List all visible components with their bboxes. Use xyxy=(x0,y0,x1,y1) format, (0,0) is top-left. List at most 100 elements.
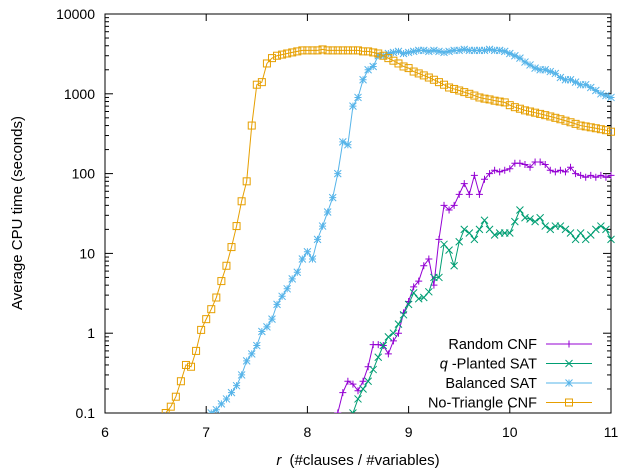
point-plus xyxy=(506,165,514,173)
point-star xyxy=(445,47,453,56)
point-square xyxy=(480,94,489,103)
point-star xyxy=(283,284,292,293)
y-tick-label: 0.1 xyxy=(76,405,96,421)
point-cross xyxy=(374,353,383,362)
point-star xyxy=(475,46,484,55)
point-plus xyxy=(420,262,428,270)
legend-label-name: Balanced SAT xyxy=(445,376,537,392)
point-plus xyxy=(435,235,443,243)
point-square xyxy=(465,89,474,98)
point-star xyxy=(586,83,595,92)
point-star xyxy=(227,388,236,397)
point-plus xyxy=(344,377,352,385)
legend-label: q -Planted SAT xyxy=(440,357,537,373)
point-square xyxy=(520,106,529,115)
point-star xyxy=(571,78,580,86)
legend-label-name: No-Triangle CNF xyxy=(428,396,537,412)
x-axis-label: r (#clauses / #variables) xyxy=(276,452,439,469)
point-star xyxy=(566,75,575,84)
point-star xyxy=(349,102,357,111)
point-plus xyxy=(440,201,448,209)
point-square xyxy=(607,127,615,136)
point-star xyxy=(455,46,464,55)
point-star xyxy=(399,49,408,58)
point-square xyxy=(197,325,206,334)
point-cross xyxy=(521,213,529,222)
point-cross xyxy=(435,273,443,282)
point-square xyxy=(267,54,276,63)
point-star xyxy=(252,341,261,350)
point-star xyxy=(273,300,281,309)
point-square xyxy=(354,46,362,55)
point-star xyxy=(354,93,362,102)
point-star xyxy=(409,47,418,56)
point-star xyxy=(414,46,423,55)
point-square xyxy=(217,277,226,286)
point-cross xyxy=(455,237,464,246)
point-square xyxy=(596,125,605,134)
series-line xyxy=(165,48,612,413)
y-tick-label: 10 xyxy=(79,245,95,261)
point-star xyxy=(333,169,342,178)
point-square xyxy=(470,91,479,100)
point-square xyxy=(343,46,352,55)
point-star xyxy=(591,86,600,95)
point-cross xyxy=(409,289,418,297)
point-plus xyxy=(486,170,494,178)
point-plus xyxy=(561,168,569,176)
point-plus xyxy=(425,255,433,263)
point-star xyxy=(374,51,383,60)
point-square xyxy=(348,46,357,55)
point-square xyxy=(591,124,600,133)
point-star xyxy=(450,46,458,55)
point-star xyxy=(561,75,570,84)
point-star xyxy=(480,46,489,55)
point-square xyxy=(460,88,469,97)
point-star xyxy=(394,47,403,56)
x-axis-label-variable: r xyxy=(276,452,282,469)
legend-label-name: Random CNF xyxy=(448,337,537,353)
point-star xyxy=(389,48,398,57)
point-plus xyxy=(394,329,402,337)
point-star xyxy=(581,80,590,89)
legend-item: Balanced SAT xyxy=(445,376,592,392)
x-tick-label: 6 xyxy=(101,424,109,440)
point-star xyxy=(293,268,302,277)
point-plus xyxy=(587,171,595,179)
point-square xyxy=(576,121,585,130)
point-square xyxy=(278,50,287,59)
point-star xyxy=(435,47,443,56)
point-square xyxy=(505,101,514,110)
point-square xyxy=(475,93,484,102)
point-square xyxy=(429,75,438,84)
point-cross xyxy=(565,359,573,368)
point-cross xyxy=(440,240,448,249)
point-square xyxy=(308,46,317,55)
point-plus xyxy=(526,163,534,171)
point-star xyxy=(359,75,367,84)
point-star xyxy=(384,49,393,58)
point-square xyxy=(181,360,190,369)
point-plus xyxy=(410,283,418,291)
point-plus xyxy=(349,380,357,388)
point-square xyxy=(374,49,383,58)
point-star xyxy=(268,315,276,324)
point-cross xyxy=(460,225,469,234)
point-cross xyxy=(424,287,433,296)
point-square xyxy=(485,95,494,104)
axis-tick-labels: 6 7 8 9 10 11 0.1 1 10 100 1000 10000 xyxy=(56,6,618,440)
point-plus xyxy=(354,387,362,395)
point-cross xyxy=(349,409,357,413)
point-star xyxy=(440,48,448,57)
series-line xyxy=(210,48,612,413)
point-square xyxy=(247,121,256,130)
point-plus xyxy=(577,171,585,179)
point-plus xyxy=(374,341,382,349)
point-plus xyxy=(551,168,559,176)
point-plus xyxy=(384,350,392,358)
point-cross xyxy=(399,310,408,319)
point-star xyxy=(364,65,372,74)
point-plus xyxy=(546,166,554,174)
point-square xyxy=(323,46,332,55)
point-square xyxy=(227,243,236,252)
